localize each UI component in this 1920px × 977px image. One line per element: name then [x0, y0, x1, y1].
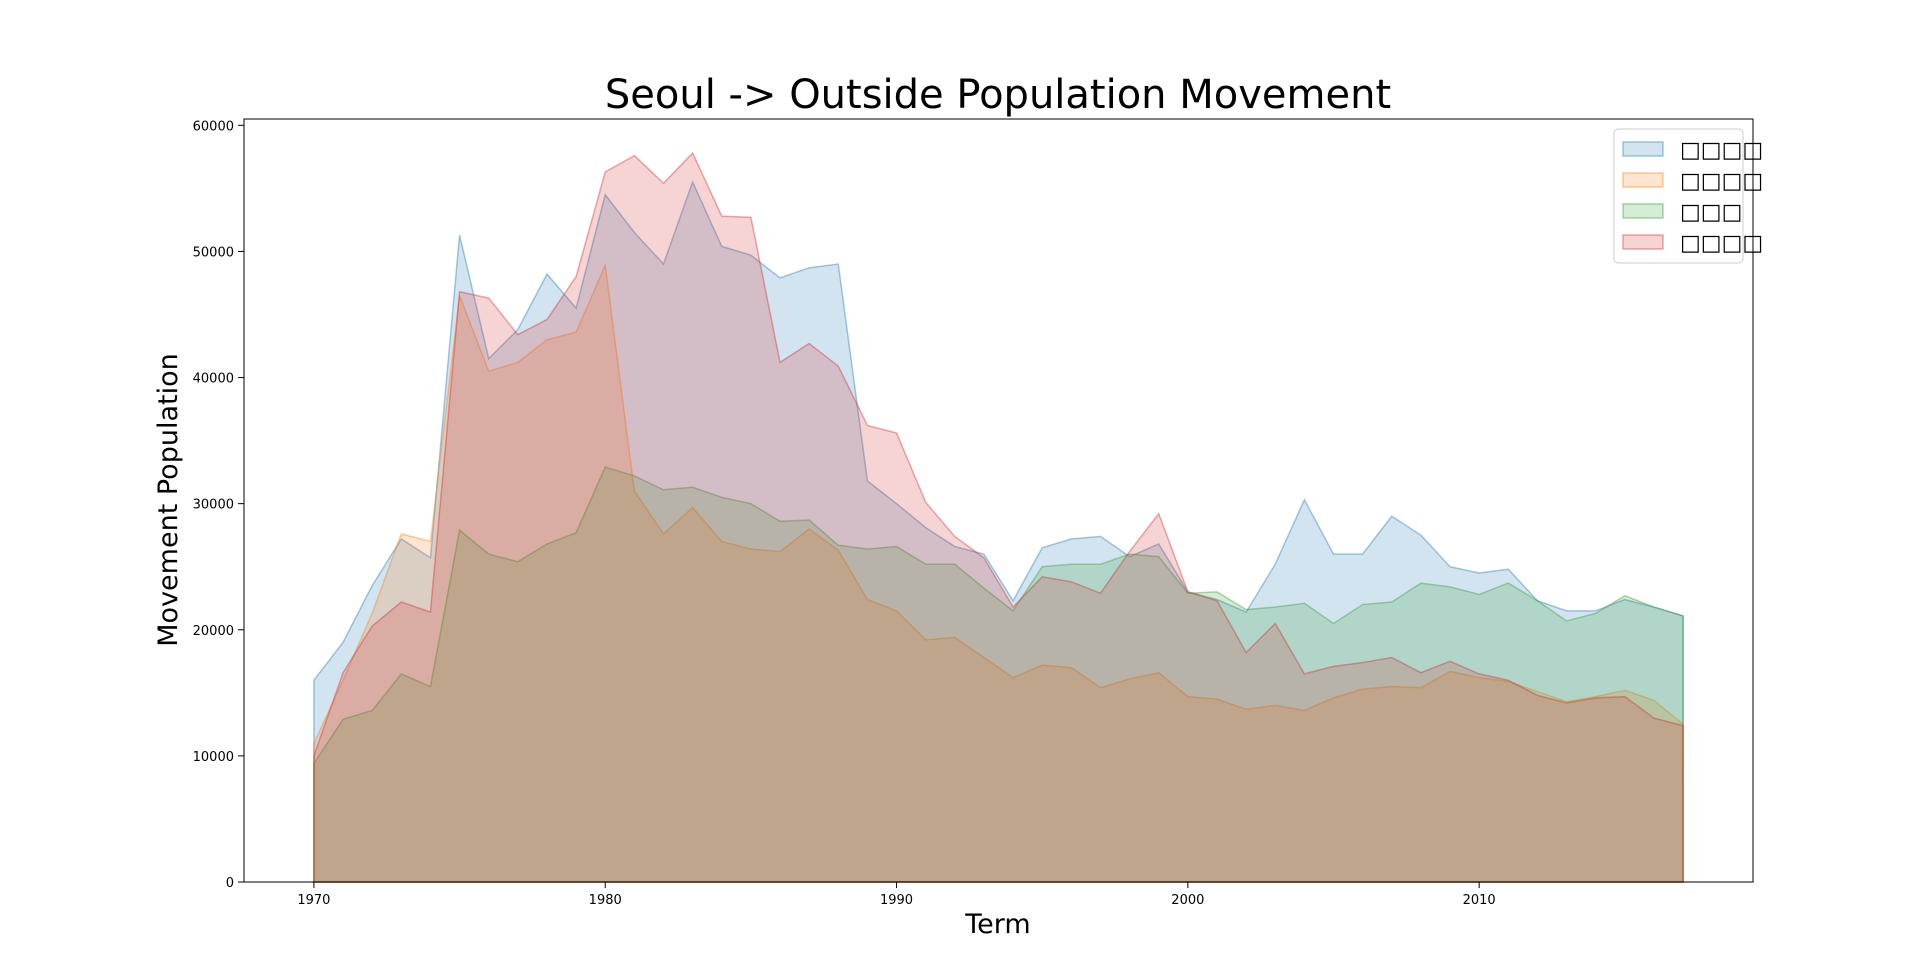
x-tick-label: 2010 [1463, 893, 1496, 908]
y-tick-label: 20000 [193, 624, 234, 639]
y-axis-ticks: 0 10000 20000 30000 40000 50000 60000 [193, 119, 244, 891]
area-series-2 [313, 262, 1684, 883]
x-tick-label: 1990 [880, 893, 913, 908]
plot-frame [243, 118, 1754, 883]
x-axis-ticks: 1970 1980 1990 2000 2010 [297, 882, 1496, 908]
y-tick-label: 30000 [193, 498, 234, 513]
y-tick-label: 40000 [193, 372, 234, 387]
legend-label: □□□□ [1680, 169, 1763, 194]
series-areas [313, 151, 1684, 883]
legend-swatch [1622, 172, 1664, 188]
legend: □□□□□□□□□□□□□□□ [1613, 128, 1763, 264]
legend-box [1613, 128, 1744, 264]
area-series-3 [313, 466, 1684, 883]
legend-label: □□□□ [1680, 138, 1763, 163]
x-axis-label: Term [964, 909, 1030, 940]
area-series-1 [313, 180, 1684, 883]
y-tick-label: 60000 [193, 119, 234, 134]
legend-swatch [1622, 234, 1664, 250]
y-tick-label: 0 [226, 876, 234, 891]
y-axis-label: Movement Population [153, 353, 184, 646]
legend-swatch [1622, 141, 1664, 157]
legend-swatch [1622, 203, 1664, 219]
legend-label: □□□□ [1680, 231, 1763, 256]
y-tick-label: 10000 [193, 750, 234, 765]
area-series-4 [313, 151, 1684, 883]
x-tick-label: 2000 [1171, 893, 1204, 908]
legend-label: □□□ [1680, 200, 1742, 225]
y-tick-label: 50000 [193, 245, 234, 260]
x-tick-label: 1970 [297, 893, 330, 908]
chart-title: Seoul -> Outside Population Movement [605, 72, 1391, 118]
x-tick-label: 1980 [589, 893, 622, 908]
